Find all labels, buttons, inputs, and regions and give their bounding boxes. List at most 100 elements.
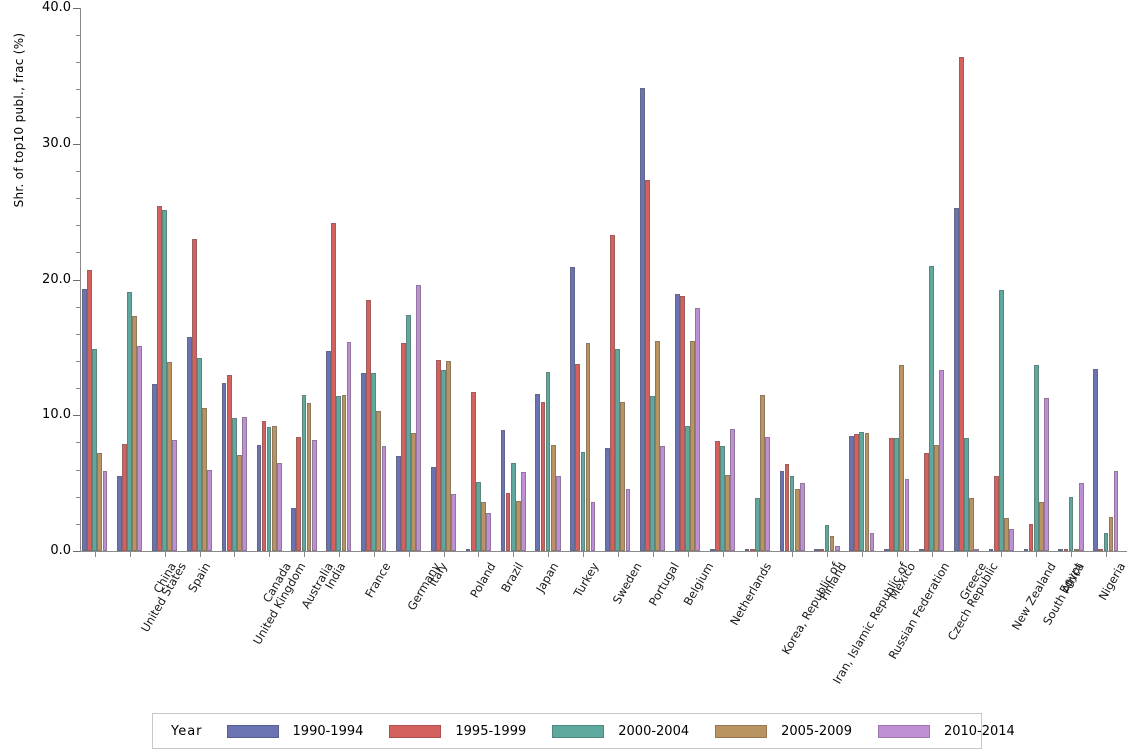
bar — [1009, 529, 1014, 551]
bar — [470, 392, 476, 551]
legend-item[interactable]: 2005-2009 — [715, 724, 852, 739]
bar — [754, 498, 760, 551]
bar — [336, 396, 342, 551]
y-axis-minor-tick — [76, 89, 80, 90]
bar — [610, 234, 616, 551]
bar — [261, 420, 267, 551]
bar — [674, 294, 680, 551]
bar — [759, 394, 765, 551]
bar — [650, 396, 655, 551]
bar — [570, 267, 576, 551]
bar — [306, 403, 312, 551]
bar — [157, 206, 162, 551]
legend-item[interactable]: 2010-2014 — [877, 724, 1015, 739]
bar — [714, 441, 720, 551]
y-axis-line — [80, 8, 81, 552]
bar — [441, 370, 446, 551]
bar — [953, 207, 959, 551]
bar — [1078, 483, 1084, 551]
legend-label: 2000-2004 — [618, 723, 690, 739]
bar — [854, 434, 860, 551]
y-axis-major-tick — [73, 8, 80, 9]
x-axis-tick-label: Sweden — [609, 560, 645, 607]
bar — [236, 454, 242, 551]
bar — [465, 549, 471, 551]
legend-entries: 1990-1994 1995-1999 2000-2004 2005-2009 2010… — [226, 724, 1041, 739]
x-axis-tick-label: Egypt — [1056, 560, 1086, 596]
bar — [117, 476, 122, 551]
bar — [242, 416, 247, 551]
bar — [276, 462, 282, 551]
bar — [301, 394, 307, 551]
y-axis-minor-tick — [76, 252, 80, 253]
bar — [794, 488, 800, 551]
legend-label: 2005-2009 — [781, 723, 852, 739]
y-axis — [0, 0, 81, 756]
bar — [924, 453, 929, 551]
x-axis-tick — [548, 552, 549, 557]
x-axis-tick — [269, 552, 270, 557]
bar — [555, 476, 561, 551]
bar — [430, 466, 436, 551]
bar — [311, 439, 317, 551]
x-axis-tick — [862, 552, 863, 557]
bar — [680, 295, 685, 551]
bar — [122, 443, 127, 551]
x-axis-tick — [130, 552, 131, 557]
bar — [376, 411, 382, 551]
y-axis-minor-tick — [76, 388, 80, 389]
bar — [1068, 496, 1074, 551]
bar — [690, 340, 695, 551]
bar — [545, 371, 551, 551]
legend-item[interactable]: 2000-2004 — [552, 724, 689, 739]
bar — [993, 476, 999, 551]
bar — [1098, 549, 1104, 551]
bar — [904, 479, 910, 551]
x-axis-tick-label: Turkey — [570, 560, 602, 600]
bar — [964, 438, 969, 551]
y-axis-major-tick — [73, 415, 80, 416]
bar — [939, 370, 945, 551]
x-axis-tick — [1106, 552, 1107, 557]
bar — [87, 270, 93, 551]
bar — [82, 289, 87, 551]
bar — [894, 438, 900, 551]
bar — [869, 533, 875, 551]
y-axis-minor-tick — [76, 62, 80, 63]
x-axis-tick — [897, 552, 898, 557]
bar — [341, 394, 347, 551]
bar — [824, 525, 830, 551]
y-axis-minor-tick — [76, 361, 80, 362]
y-axis-tick-label: 10.0 — [42, 407, 71, 422]
bar — [505, 492, 511, 551]
bar — [226, 374, 232, 551]
y-axis-major-tick — [73, 280, 80, 281]
bar — [406, 314, 411, 551]
y-axis-tick-label: 0.0 — [50, 543, 71, 558]
legend-title: Year — [171, 723, 203, 739]
bar — [620, 401, 626, 551]
legend-item[interactable]: 1995-1999 — [389, 724, 526, 739]
bar — [974, 549, 979, 551]
x-axis-tick — [723, 552, 724, 557]
bar — [819, 549, 825, 551]
x-axis-tick — [304, 552, 305, 557]
bar — [605, 447, 610, 551]
bar — [132, 316, 138, 551]
y-axis-minor-tick — [76, 225, 80, 226]
bar — [540, 401, 546, 551]
legend-item[interactable]: 1990-1994 — [226, 724, 363, 739]
bar — [615, 348, 621, 551]
x-axis-tick-label: Nigeria — [1095, 560, 1129, 603]
x-axis-tick-label: Japan — [533, 560, 562, 595]
x-axis-tick-label: Brazil — [498, 560, 527, 595]
y-axis-major-tick — [73, 551, 80, 552]
bar — [221, 382, 227, 551]
bar — [346, 341, 352, 551]
bar — [371, 373, 377, 551]
x-axis-tick — [374, 552, 375, 557]
bar — [834, 545, 840, 551]
y-axis-minor-tick — [76, 497, 80, 498]
bar — [395, 455, 401, 551]
